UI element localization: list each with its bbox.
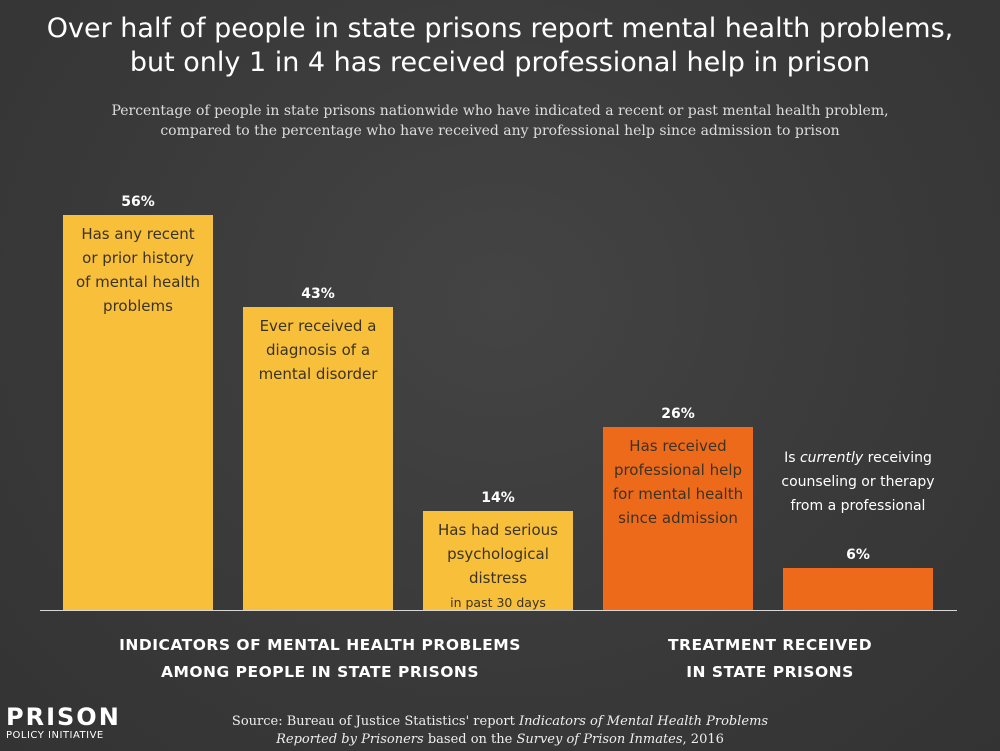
bar-3 <box>423 511 573 610</box>
group-label-treatment: TREATMENT RECEIVED IN STATE PRISONS <box>610 632 930 686</box>
group-label-indicators: INDICATORS OF MENTAL HEALTH PROBLEMS AMO… <box>60 632 580 686</box>
subtitle-line-1: Percentage of people in state prisons na… <box>111 103 889 119</box>
bar-4-label-line-1: Has received <box>629 437 726 455</box>
group-label-treatment-line-1: TREATMENT RECEIVED <box>667 636 873 654</box>
value-label-1: 56% <box>121 194 155 210</box>
value-label-5: 6% <box>846 547 870 563</box>
bar-1-label-line-4: problems <box>103 297 173 315</box>
bar-3-label-line-2: psychological <box>447 545 549 563</box>
logo-main-text: PRISON <box>6 703 121 731</box>
source-survey-name: Survey of Prison Inmates <box>516 732 683 747</box>
group-label-treatment-line-2: IN STATE PRISONS <box>686 663 854 681</box>
value-label-4: 26% <box>661 406 695 422</box>
chart-subtitle: Percentage of people in state prisons na… <box>0 101 1000 141</box>
logo-sub-text: POLICY INITIATIVE <box>6 730 104 741</box>
subtitle-line-2: compared to the percentage who have rece… <box>160 123 840 139</box>
bar-1-label-line-1: Has any recent <box>81 225 194 243</box>
source-prefix: Source: Bureau of Justice Statistics' re… <box>231 714 519 729</box>
bar-2-label-line-1: Ever received a <box>260 317 377 335</box>
bar-3-label-line-1: Has had serious <box>438 521 558 539</box>
bar-4 <box>603 427 753 610</box>
bar-1-label-line-2: or prior history <box>82 249 194 267</box>
value-label-3: 14% <box>481 490 515 506</box>
source-note: Source: Bureau of Justice Statistics' re… <box>180 713 820 749</box>
group-label-indicators-line-2: AMONG PEOPLE IN STATE PRISONS <box>160 663 480 681</box>
source-report-title: Indicators of Mental Health Problems <box>518 714 769 729</box>
bar-4-label-line-4: since admission <box>618 509 738 527</box>
bar-4-label-line-2: professional help <box>614 461 742 479</box>
bar-5-label-line-1: Is currently receiving <box>784 450 932 466</box>
chart-title: Over half of people in state prisons rep… <box>0 12 1000 80</box>
prison-policy-initiative-logo: PRISON POLICY INITIATIVE <box>6 705 121 743</box>
group-label-indicators-line-1: INDICATORS OF MENTAL HEALTH PROBLEMS <box>119 636 521 654</box>
bar-3-label-line-3: distress <box>469 569 527 587</box>
source-year: , 2016 <box>682 732 724 747</box>
source-mid: based on the <box>423 732 517 747</box>
source-report-title-cont: Reported by Prisoners <box>276 732 424 747</box>
bar-5 <box>783 568 933 610</box>
value-label-2: 43% <box>301 286 335 302</box>
bar-5-label-line-2: counseling or therapy <box>781 474 934 490</box>
bar-2-label-line-3: mental disorder <box>259 365 379 383</box>
bar-2-label-line-2: diagnosis of a <box>266 341 370 359</box>
title-line-1: Over half of people in state prisons rep… <box>46 13 954 44</box>
bar-4-label-line-3: for mental health <box>613 485 743 503</box>
bar-5-label-line-3: from a professional <box>791 498 926 514</box>
bar-2 <box>243 307 393 610</box>
bar-3-note: in past 30 days <box>450 595 546 610</box>
bar-1-label-line-3: of mental health <box>76 273 200 291</box>
bar-1 <box>63 215 213 610</box>
title-line-2: but only 1 in 4 has received professiona… <box>129 47 871 78</box>
